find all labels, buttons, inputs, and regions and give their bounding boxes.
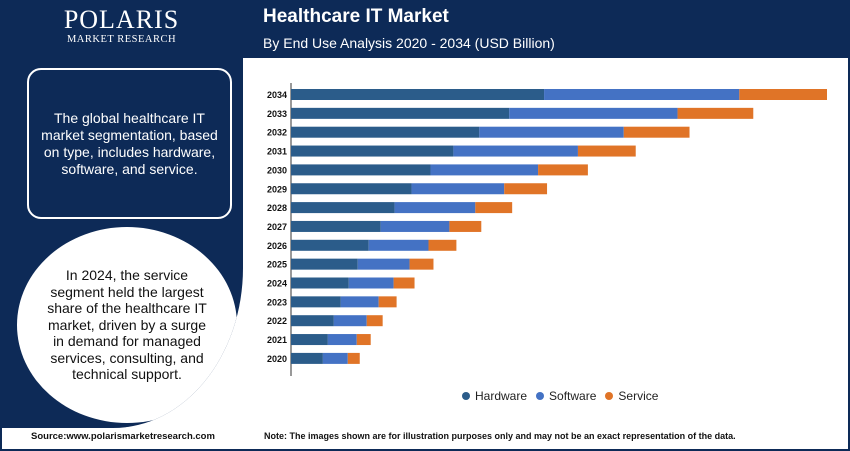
bar-service-2033 [677,107,754,119]
legend-label-software: Software [549,389,597,403]
bar-service-2030 [538,164,588,176]
bar-software-2033 [509,107,678,119]
chart-legend: Hardware Software Service [462,389,667,403]
bar-service-2032 [623,126,690,138]
tick-label-2032: 2032 [267,128,287,138]
bar-hardware-2023 [291,296,341,308]
bar-service-2026 [428,239,457,251]
tick-label-2027: 2027 [267,222,287,232]
bar-software-2022 [333,315,367,327]
legend-swatch-service [605,392,614,400]
bar-software-2026 [368,239,429,251]
bar-hardware-2033 [291,107,510,119]
bar-hardware-2022 [291,315,334,327]
tick-label-2030: 2030 [267,165,287,175]
bar-service-2024 [393,277,415,289]
bar-service-2022 [366,315,383,327]
legend-item-software: Software [536,389,596,403]
segmentation-text: The global healthcare IT market segmenta… [41,109,218,177]
logo-name: POLARIS [63,5,180,34]
legend-item-service: Service [605,389,658,403]
bar-hardware-2034 [291,89,545,100]
legend-label-hardware: Hardware [475,389,528,403]
tick-label-2024: 2024 [267,279,287,289]
bar-software-2034 [544,89,740,100]
chart-subtitle: By End Use Analysis 2020 - 2034 (USD Bil… [263,35,555,51]
tick-label-2025: 2025 [267,260,287,270]
bar-software-2030 [430,164,539,176]
highlight-text: In 2024, the service segment held the la… [47,267,207,383]
segmentation-info-box: The global healthcare IT market segmenta… [27,68,232,219]
bar-service-2023 [378,296,397,308]
legend-label-service: Service [618,389,659,403]
bar-service-2028 [475,202,513,214]
bar-hardware-2028 [291,202,395,214]
bar-software-2031 [453,145,578,157]
bar-hardware-2029 [291,183,412,195]
bar-software-2029 [411,183,505,195]
bar-service-2027 [449,220,482,232]
polaris-logo: POLARIS MARKET RESEARCH [0,6,243,46]
tick-label-2034: 2034 [267,90,287,100]
tick-label-2029: 2029 [267,184,287,194]
chart-title: Healthcare IT Market [263,6,449,27]
bar-hardware-2026 [291,239,369,251]
tick-label-2021: 2021 [267,335,287,345]
tick-label-2020: 2020 [267,354,287,364]
bar-service-2021 [356,334,371,346]
bar-software-2032 [479,126,624,138]
stacked-bar-chart: 2034 2033 2032 2031 2030 2029 2028 2027 2026 2025… [267,83,827,376]
bar-software-2024 [348,277,394,289]
bar-service-2031 [577,145,636,157]
legend-item-hardware: Hardware [462,389,527,403]
bar-software-2020 [322,352,348,364]
highlight-circle: In 2024, the service segment held the la… [17,227,237,423]
bar-service-2020 [347,352,360,364]
bar-service-2034 [739,89,827,100]
logo-tagline: MARKET RESEARCH [66,34,177,45]
bar-hardware-2032 [291,126,480,138]
bar-software-2021 [327,334,357,346]
bar-software-2023 [340,296,379,308]
tick-label-2033: 2033 [267,109,287,119]
tick-label-2031: 2031 [267,147,287,157]
bar-hardware-2025 [291,258,358,270]
info-panel: POLARIS MARKET RESEARCH The global healt… [0,0,243,428]
bar-hardware-2031 [291,145,454,157]
legend-swatch-software [536,392,545,400]
bar-service-2025 [409,258,434,270]
bar-software-2025 [357,258,410,270]
tick-label-2022: 2022 [267,316,287,326]
tick-label-2023: 2023 [267,297,287,307]
bar-software-2027 [380,220,450,232]
disclaimer-note: Note: The images shown are for illustrat… [264,431,736,441]
source-text: Source:www.polarismarketresearch.com [31,431,215,442]
bar-service-2029 [504,183,548,195]
bar-software-2028 [394,202,476,214]
legend-swatch-hardware [462,392,470,400]
bar-hardware-2024 [291,277,349,289]
bar-hardware-2027 [291,220,381,232]
bar-hardware-2021 [291,334,328,346]
bar-hardware-2030 [291,164,431,176]
tick-label-2026: 2026 [267,241,287,251]
bar-hardware-2020 [291,352,323,364]
tick-label-2028: 2028 [267,203,287,213]
header-bar [243,0,850,58]
